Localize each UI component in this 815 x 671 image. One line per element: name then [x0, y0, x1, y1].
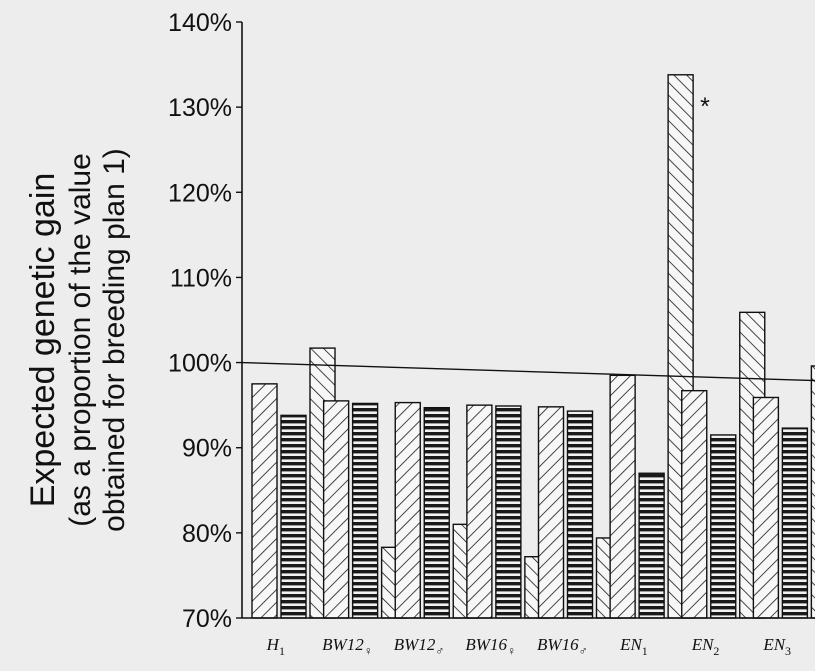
- bar-forward-hatch-bw16: [466, 404, 493, 619]
- bars: [251, 74, 815, 619]
- x-category-label-base: BW12: [322, 635, 364, 654]
- significance-marker: *: [700, 93, 710, 121]
- x-axis-labels: H1 BW12♀ BW12♂ BW16♀ BW16♂ EN1 EN2 EN3: [266, 635, 791, 658]
- bar-horizontal-hatch-en1: [638, 472, 665, 619]
- y-axis-title: Expected genetic gain (as a proportion o…: [24, 148, 131, 532]
- x-category-label: BW16♀: [465, 635, 516, 658]
- bar-forward-hatch-bw16: [537, 406, 565, 619]
- bar-forward-hatch-bw12: [322, 400, 350, 619]
- bar-horizontal-hatch-bw16: [566, 410, 594, 619]
- y-tick-label: 120%: [168, 179, 232, 207]
- y-tick-label: 100%: [168, 350, 232, 378]
- bar-horizontal-hatch-bw12: [351, 402, 379, 619]
- x-category-label-subscript: ♂: [435, 644, 444, 658]
- x-category-label-base: BW12: [394, 635, 436, 654]
- x-category-label-subscript: ♂: [579, 644, 588, 658]
- bar-horizontal-hatch-en2: [710, 434, 737, 619]
- bar-horizontal-hatch-bw12: [423, 406, 450, 619]
- y-axis-title-line-1: Expected genetic gain: [24, 173, 62, 508]
- bar-horizontal-hatch-bw16: [495, 405, 522, 619]
- x-category-label: BW16♂: [537, 635, 588, 658]
- y-tick-label: 70%: [182, 605, 232, 633]
- y-tick-label: 140%: [168, 9, 232, 37]
- x-category-label-base: BW16: [465, 635, 507, 654]
- y-tick-label: 90%: [182, 435, 232, 463]
- x-category-label-subscript: 1: [279, 644, 285, 658]
- x-category-label-base: EN: [619, 635, 643, 654]
- x-category-label-subscript: ♀: [364, 644, 373, 658]
- x-category-label-subscript: 2: [713, 644, 719, 658]
- x-category-label-subscript: ♀: [507, 644, 516, 658]
- bar-forward-hatch-en1: [609, 374, 636, 619]
- x-category-label: BW12♀: [322, 635, 373, 658]
- y-axis-title-line-3: obtained for breeding plan 1): [98, 148, 131, 532]
- x-category-label-base: EN: [691, 635, 715, 654]
- bar-backward-hatch-en3: [810, 365, 815, 619]
- x-category-label: EN1: [619, 635, 648, 658]
- x-category-label-base: EN: [762, 635, 786, 654]
- bar-forward-hatch-en2: [681, 389, 708, 619]
- y-tick-label: 130%: [168, 94, 232, 122]
- x-category-label: H1: [266, 635, 285, 658]
- reference-line-100: [241, 361, 815, 382]
- x-category-label-base: BW16: [537, 635, 579, 654]
- bar-forward-hatch-en3: [752, 396, 780, 619]
- bar-horizontal-hatch-h1: [280, 414, 307, 619]
- y-axis-ticks: 70% 80% 90% 100% 110% 120% 130% 140%: [168, 9, 242, 633]
- y-tick-label: 110%: [170, 264, 232, 292]
- x-category-label-subscript: 3: [785, 644, 791, 658]
- y-tick-label: 80%: [182, 520, 232, 548]
- x-category-label-subscript: 1: [642, 644, 648, 658]
- x-category-label: BW12♂: [394, 635, 445, 658]
- y-axis-title-line-2: (as a proportion of the value: [64, 153, 97, 527]
- x-category-label-base: H: [266, 635, 281, 654]
- x-category-label: EN2: [691, 635, 720, 658]
- bar-horizontal-hatch-en3: [781, 427, 809, 619]
- bar-forward-hatch-h1: [251, 383, 278, 619]
- x-category-label: EN3: [762, 635, 791, 658]
- bar-forward-hatch-bw12: [394, 401, 421, 619]
